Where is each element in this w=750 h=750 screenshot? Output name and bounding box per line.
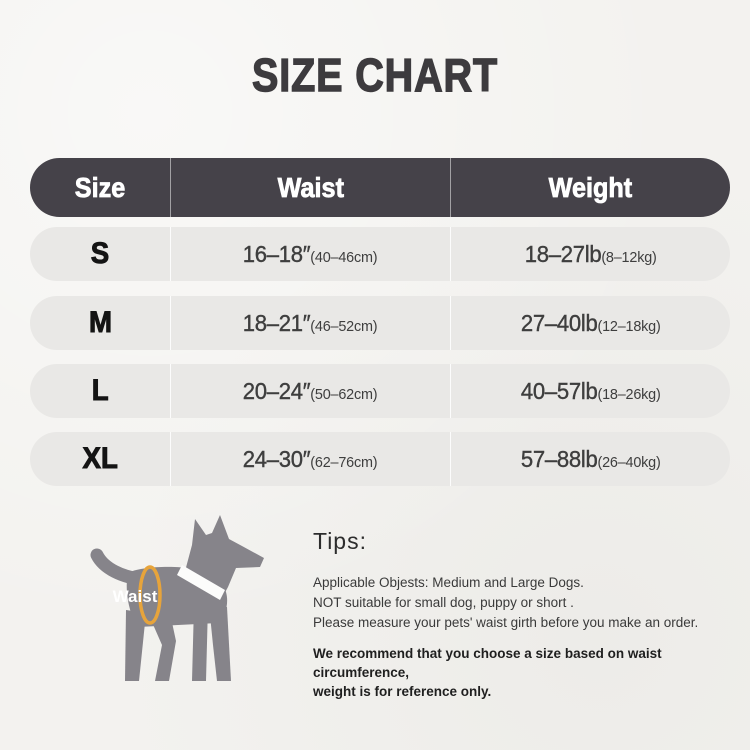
table-row: L 20–24″ (50–62cm) 40–57lb (18–26kg) xyxy=(30,364,730,418)
weight-cell: 57–88lb (26–40kg) xyxy=(450,432,730,486)
tips-line: Applicable Objests: Medium and Large Dog… xyxy=(313,575,584,590)
table-row: S 16–18″ (40–46cm) 18–27lb (8–12kg) xyxy=(30,227,730,281)
table-row: XL 24–30″ (62–76cm) 57–88lb (26–40kg) xyxy=(30,432,730,486)
dog-measurement-diagram: Waist xyxy=(78,505,318,720)
waist-value: 24–30″ xyxy=(243,445,311,472)
weight-value-metric: (12–18kg) xyxy=(597,317,661,335)
waist-cell: 18–21″ (46–52cm) xyxy=(170,296,450,350)
weight-cell: 18–27lb (8–12kg) xyxy=(450,227,730,281)
header-label-size: Size xyxy=(74,171,126,203)
weight-value: 18–27lb xyxy=(524,240,602,267)
tips-heading: Tips: xyxy=(313,528,367,554)
waist-value-metric: (62–76cm) xyxy=(310,453,378,471)
waist-circumference-marker-icon xyxy=(138,565,162,625)
dog-silhouette-icon: Waist xyxy=(90,515,264,681)
dog-hind-leg xyxy=(125,610,146,681)
tips-emphasis: We recommend that you choose a size base… xyxy=(313,644,737,701)
weight-cell: 40–57lb (18–26kg) xyxy=(450,364,730,418)
header-cell-weight: Weight xyxy=(450,158,730,217)
waist-cell: 24–30″ (62–76cm) xyxy=(170,432,450,486)
size-value: S xyxy=(90,237,110,271)
page-title: SIZE CHART xyxy=(251,48,498,101)
size-value: M xyxy=(88,306,112,340)
tips-emphasis-line: weight is for reference only. xyxy=(313,684,492,699)
tips-line: Please measure your pets' waist girth be… xyxy=(313,615,699,630)
header-cell-waist: Waist xyxy=(170,158,450,217)
dog-collar xyxy=(177,565,225,600)
dog-hind-leg xyxy=(148,613,176,681)
size-cell: XL xyxy=(30,432,170,486)
tips-section: Tips: Applicable Objests: Medium and Lar… xyxy=(313,528,737,701)
waist-label: Waist xyxy=(113,587,158,606)
waist-value-metric: (50–62cm) xyxy=(310,385,378,403)
weight-cell: 27–40lb (12–18kg) xyxy=(450,296,730,350)
waist-value-metric: (46–52cm) xyxy=(310,317,378,335)
weight-value-metric: (8–12kg) xyxy=(601,248,657,266)
waist-cell: 16–18″ (40–46cm) xyxy=(170,227,450,281)
tips-line: NOT suitable for small dog, puppy or sho… xyxy=(313,595,574,610)
tips-emphasis-line: We recommend that you choose a size base… xyxy=(313,646,662,680)
header-label-waist: Waist xyxy=(277,171,344,203)
size-cell: L xyxy=(30,364,170,418)
waist-value: 20–24″ xyxy=(243,377,311,404)
header-label-weight: Weight xyxy=(548,171,633,203)
size-value: L xyxy=(91,374,109,408)
weight-value: 57–88lb xyxy=(520,445,598,472)
size-value: XL xyxy=(82,442,118,476)
weight-value: 40–57lb xyxy=(520,377,598,404)
dog-front-leg xyxy=(209,605,231,681)
table-row: M 18–21″ (46–52cm) 27–40lb (12–18kg) xyxy=(30,296,730,350)
weight-value: 27–40lb xyxy=(520,309,598,336)
waist-cell: 20–24″ (50–62cm) xyxy=(170,364,450,418)
size-cell: S xyxy=(30,227,170,281)
table-header-row: Size Waist Weight xyxy=(30,158,730,217)
dog-head xyxy=(184,515,264,600)
size-cell: M xyxy=(30,296,170,350)
waist-value: 16–18″ xyxy=(243,240,311,267)
weight-value-metric: (18–26kg) xyxy=(597,385,661,403)
waist-value-metric: (40–46cm) xyxy=(310,248,378,266)
waist-value: 18–21″ xyxy=(243,309,311,336)
weight-value-metric: (26–40kg) xyxy=(597,453,661,471)
header-cell-size: Size xyxy=(30,158,170,217)
